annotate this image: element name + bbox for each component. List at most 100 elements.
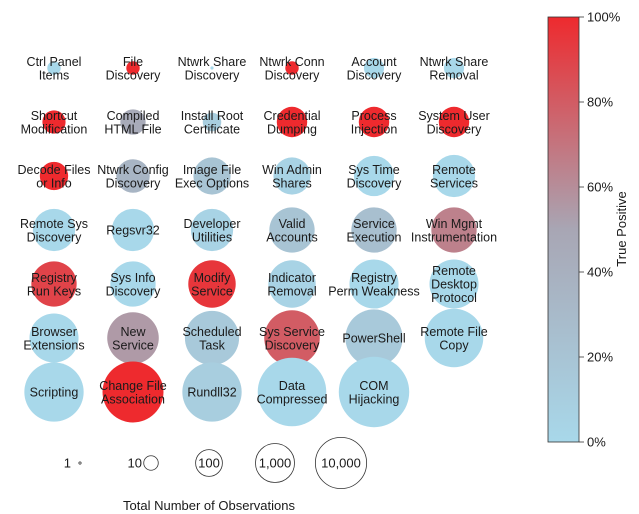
bubble-label: Valid Accounts — [266, 217, 317, 245]
size-legend-circle — [255, 443, 295, 483]
colorbar-title: True Positive — [614, 191, 629, 266]
size-legend-circle — [78, 461, 82, 465]
size-legend-label: 1 — [64, 456, 71, 471]
bubble-label: Modify Service — [191, 271, 233, 299]
bubble-label: Registry Run Keys — [27, 271, 81, 299]
bubble — [111, 208, 155, 252]
bubble — [269, 207, 315, 253]
bubble-label: Ntwrk Config Discovery — [97, 163, 169, 191]
bubble-label: Service Execution — [347, 217, 402, 245]
bubble — [285, 61, 299, 75]
size-legend: 1 10 100 1,000 10,000 Total Number of Observ… — [64, 436, 368, 513]
size-legend-label: 100 — [198, 456, 220, 471]
bubble-label: Browser Extensions — [23, 325, 84, 353]
bubble-label: COM Hijacking — [349, 379, 400, 407]
size-legend-circle — [195, 449, 223, 477]
size-legend-title: Total Number of Observations — [123, 498, 295, 513]
bubble-labels: Ctrl Panel Items File Discovery Ntwrk Share D… — [18, 55, 498, 407]
bubble — [32, 208, 76, 252]
bubble — [42, 110, 66, 134]
bubble-label: Shortcut Modification — [21, 109, 88, 137]
bubble-label: Ctrl Panel Items — [27, 55, 82, 83]
bubble-label: Compiled HTML File — [104, 109, 161, 137]
bubble — [193, 157, 231, 195]
bubble — [432, 154, 476, 198]
bubble — [363, 57, 385, 79]
colorbar-tick-label: 20% — [587, 350, 613, 365]
bubble — [351, 207, 397, 253]
colorbar: 0% 20% 40% 60% 80% 100% True Positive — [547, 10, 629, 450]
bubble-label: Data Compressed — [257, 379, 328, 407]
bubble-label: Registry Perm Weakness — [328, 271, 419, 299]
bubble — [424, 308, 484, 368]
bubble — [47, 61, 61, 75]
bubble-label: Ntwrk Share Removal — [420, 55, 489, 83]
bubble — [202, 112, 222, 132]
colorbar-tick-label: 60% — [587, 180, 613, 195]
bubble-label: Remote Services — [430, 163, 478, 191]
size-legend-circle — [314, 436, 368, 490]
bubble-grid — [24, 57, 484, 428]
bubble — [268, 260, 316, 308]
bubble — [102, 361, 164, 423]
size-legend-label: 1,000 — [259, 456, 292, 471]
bubble — [273, 157, 311, 195]
bubble-label: Decode Files or Info — [18, 163, 91, 191]
bubble-label: Remote Desktop Protocol — [431, 264, 477, 305]
bubble — [264, 310, 320, 366]
bubble-label: System User Discovery — [418, 109, 490, 137]
colorbar-tick-label: 80% — [587, 95, 613, 110]
bubble-label: Regsvr32 — [106, 224, 160, 238]
size-legend-circle — [143, 455, 159, 471]
bubble-label: Image File Exec Options — [175, 163, 249, 191]
bubble — [345, 309, 403, 367]
bubble-label: Scheduled Task — [182, 325, 241, 353]
bubble — [276, 106, 308, 138]
bubble-label: Remote Sys Discovery — [20, 217, 88, 245]
bubble — [31, 261, 77, 307]
bubble — [438, 106, 470, 138]
bubble — [257, 357, 327, 427]
bubble-label: Install Root Certificate — [181, 109, 244, 137]
bubble — [182, 362, 242, 422]
bubble-label: New Service — [112, 325, 154, 353]
bubble-label: Sys Time Discovery — [347, 163, 403, 191]
bubble-label: Sys Service Discovery — [259, 325, 325, 353]
colorbar-tick-label: 40% — [587, 265, 613, 280]
bubble-label: Developer Utilities — [184, 217, 241, 245]
bubble — [29, 313, 79, 363]
bubble — [120, 109, 146, 135]
bubble — [431, 207, 477, 253]
colorbar-ticks: 0% 20% 40% 60% 80% 100% — [579, 10, 621, 450]
bubble-label: PowerShell — [342, 332, 405, 346]
size-legend-label: 10 — [128, 456, 142, 471]
bubble — [429, 259, 479, 309]
colorbar-tick-label: 100% — [587, 10, 621, 25]
bubble-label: Win Mgmt Instrumentation — [411, 217, 497, 245]
bubble-label: Win Admin Shares — [262, 163, 322, 191]
bubble — [353, 155, 395, 197]
bubble-label: Rundll32 — [187, 386, 236, 400]
bubble — [110, 261, 156, 307]
bubble-label: Account Discovery — [347, 55, 403, 83]
bubble-label: Process Injection — [351, 109, 398, 137]
bubble — [184, 310, 240, 366]
bubble — [443, 57, 465, 79]
bubble-label: Sys Info Discovery — [106, 271, 162, 299]
bubble — [126, 61, 140, 75]
bubble-label: Change File Association — [99, 379, 166, 407]
bubble — [210, 66, 214, 70]
size-legend-label: 10,000 — [321, 456, 361, 471]
bubble — [358, 106, 390, 138]
bubble — [107, 312, 159, 364]
bubble-label: Indicator Removal — [267, 271, 316, 299]
bubble-label: Scripting — [30, 386, 79, 400]
bubble-label: Remote File Copy — [420, 325, 487, 353]
bubble-label: File Discovery — [106, 55, 162, 83]
colorbar-gradient — [547, 16, 580, 443]
bubble-label: Ntwrk Share Discovery — [178, 55, 247, 83]
bubble — [349, 259, 399, 309]
bubble — [188, 260, 236, 308]
colorbar-tick-label: 0% — [587, 435, 606, 450]
